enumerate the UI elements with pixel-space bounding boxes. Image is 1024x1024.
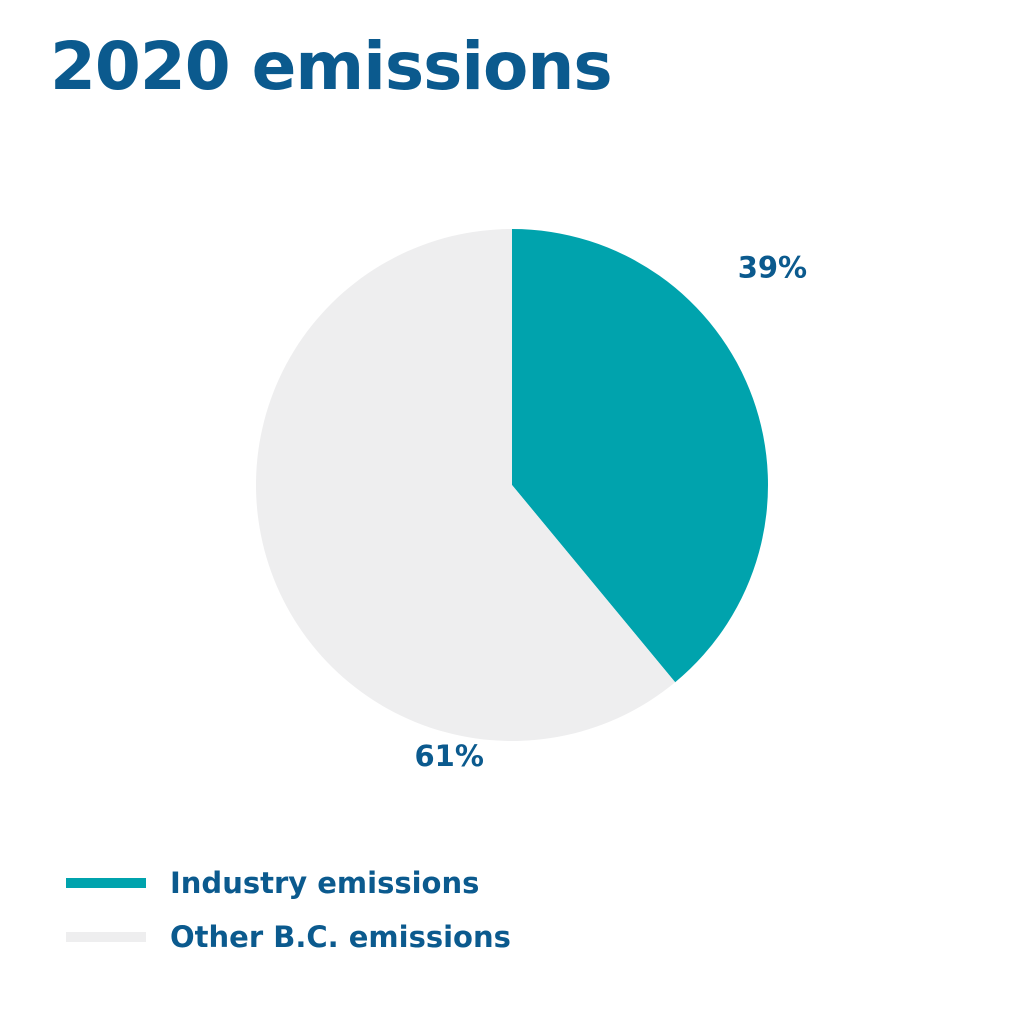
pie-slice-other — [255, 229, 676, 742]
pie-slice-industry — [512, 229, 768, 683]
pie-slice-labels: 39% 61% — [414, 251, 807, 773]
legend-item-other: Other B.C. emissions — [66, 914, 511, 960]
legend-swatch-other — [66, 932, 146, 942]
legend-label-other: Other B.C. emissions — [170, 920, 511, 954]
slice-label-other: 61% — [414, 739, 483, 773]
chart-legend: Industry emissions Other B.C. emissions — [66, 860, 511, 968]
chart-title: 2020 emissions — [50, 28, 613, 105]
pie-slices — [255, 229, 768, 742]
legend-swatch-industry — [66, 878, 146, 888]
slice-label-industry: 39% — [738, 251, 807, 285]
legend-item-industry: Industry emissions — [66, 860, 511, 906]
legend-label-industry: Industry emissions — [170, 866, 480, 900]
